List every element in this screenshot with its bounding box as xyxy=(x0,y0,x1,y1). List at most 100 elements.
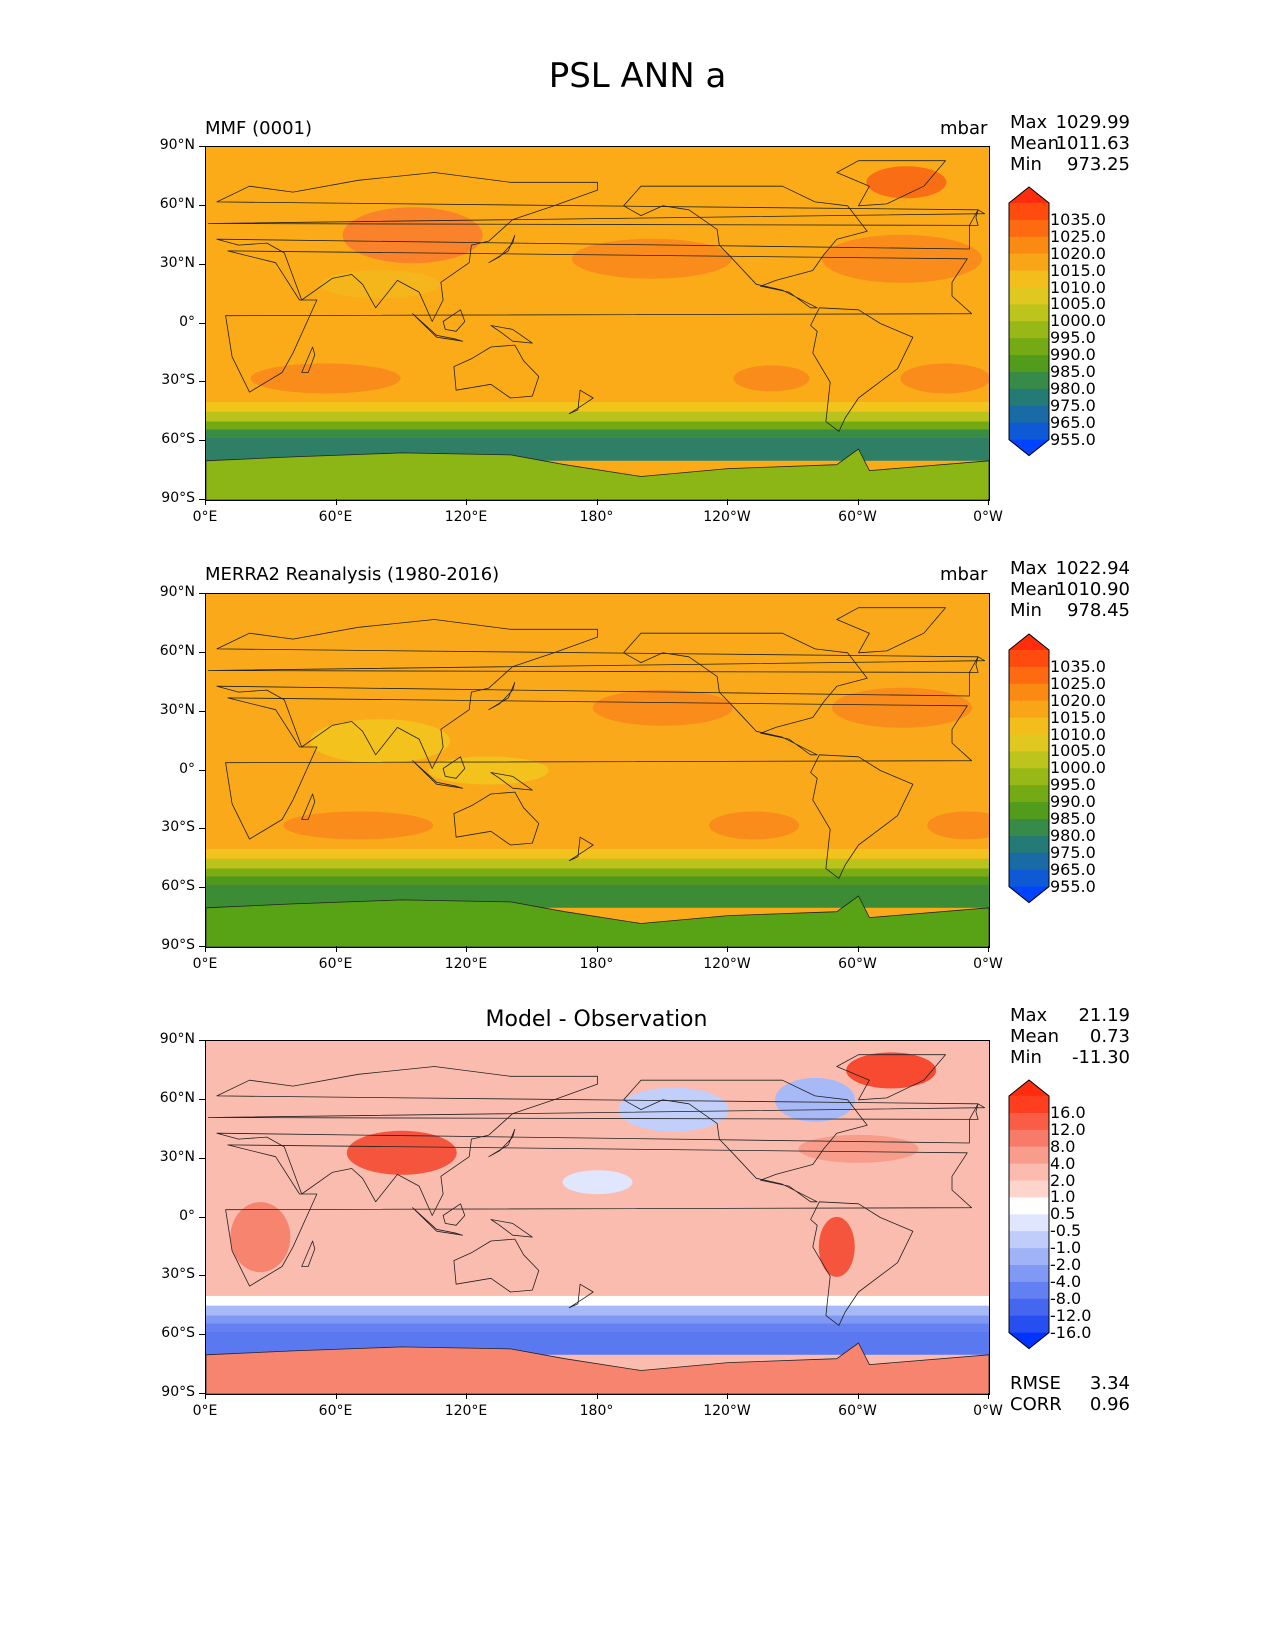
colorbar-swatch xyxy=(1009,1231,1049,1249)
colorbar-swatch xyxy=(1009,253,1049,272)
coastline-antarctica xyxy=(206,1342,989,1394)
stat-min-label: Min xyxy=(1010,1047,1042,1068)
x-tick-mark xyxy=(205,946,206,952)
colorbar-label: 2.0 xyxy=(1050,1170,1076,1190)
anom-tibet xyxy=(346,1130,457,1175)
x-tick-label: 0°W xyxy=(973,956,1003,972)
stat-min-value: 978.45 xyxy=(1067,600,1130,621)
colorbar-label: 1005.0 xyxy=(1050,741,1106,761)
coastline-namerica xyxy=(623,1079,868,1203)
colorbar-label: 990.0 xyxy=(1050,792,1096,812)
y-tick-label: 90°S xyxy=(161,1384,195,1400)
y-tick-label: 90°N xyxy=(159,137,195,153)
band-50s xyxy=(206,421,989,430)
anom-andes xyxy=(818,1216,855,1277)
x-tick-label: 120°E xyxy=(444,1403,488,1419)
coastline-australia xyxy=(453,1238,540,1293)
colorbar-swatch xyxy=(1009,768,1049,786)
x-tick-mark xyxy=(466,499,467,505)
coastline-uk xyxy=(207,1103,985,1120)
x-tick-label: 60°E xyxy=(318,1403,353,1419)
x-tick-mark xyxy=(205,1393,206,1399)
coastline-newzealand xyxy=(568,1283,594,1309)
units-label: mbar xyxy=(940,118,988,139)
colorbar-swatch xyxy=(1009,700,1049,719)
stat-mean-value: 1011.63 xyxy=(1055,133,1130,154)
x-tick-mark xyxy=(988,1393,989,1399)
contour-map xyxy=(205,1040,990,1395)
colorbar-extend-max xyxy=(1009,187,1049,203)
y-tick-mark xyxy=(199,263,205,265)
map-field xyxy=(206,147,989,500)
coastline-newguinea xyxy=(490,772,533,791)
coastline-uk xyxy=(207,209,985,226)
stat-min-value: -11.30 xyxy=(1071,1047,1130,1068)
colorbar-label: 955.0 xyxy=(1050,876,1096,896)
stat-mean-label: Mean xyxy=(1010,579,1060,600)
colorbar-label: 990.0 xyxy=(1050,345,1096,365)
coastline-borneo xyxy=(442,756,466,779)
x-tick-mark xyxy=(596,1393,598,1399)
colorbar-label: 985.0 xyxy=(1050,362,1096,381)
map-field xyxy=(206,1041,989,1394)
x-tick-label: 60°E xyxy=(318,956,353,972)
y-tick-label: 0° xyxy=(179,760,195,777)
colorbar: 16.0 12.0 8.0 4.0 2.0 1.0 0.5 -0.5 -1.0 -2.0 -4.0-… xyxy=(1008,1079,1091,1354)
colorbar-label: 1020.0 xyxy=(1050,243,1106,263)
colorbar-swatch xyxy=(1009,1112,1049,1131)
colorbar-swatches xyxy=(1008,1079,1050,1350)
colorbar-swatch xyxy=(1009,388,1049,407)
anom-hudson xyxy=(775,1077,855,1122)
band-54s xyxy=(206,1323,989,1332)
colorbar-swatch xyxy=(1009,355,1049,373)
colorbar-outline xyxy=(1008,186,1050,457)
colorbar-swatch xyxy=(1009,1180,1049,1198)
colorbar-extend-max xyxy=(1009,634,1049,650)
colorbar-swatch xyxy=(1009,287,1049,305)
colorbar-swatches xyxy=(1008,633,1050,904)
anom-greenland xyxy=(846,1052,937,1089)
colorbar-swatch xyxy=(1009,422,1049,441)
y-tick-mark xyxy=(199,710,205,712)
anom-africa xyxy=(230,1202,291,1273)
coastline-madagascar xyxy=(301,793,316,820)
colorbar-label: -0.5 xyxy=(1050,1221,1082,1241)
colorbar-swatch xyxy=(1009,666,1049,685)
y-tick-label: 0° xyxy=(179,313,195,330)
colorbar-swatch xyxy=(1009,405,1049,424)
high-natl xyxy=(822,234,982,283)
band-40s xyxy=(206,848,989,859)
y-tick-label: 90°S xyxy=(161,490,195,506)
band-45s xyxy=(206,411,989,422)
colorbar-extend-min xyxy=(1009,439,1049,456)
stat-mean-label: Mean xyxy=(1010,1026,1060,1047)
coastline-africa xyxy=(225,250,972,393)
y-tick-mark xyxy=(199,651,205,653)
high-sio xyxy=(250,363,401,394)
coastline-indonesia xyxy=(412,1207,464,1236)
coastline-eurasia xyxy=(216,1066,979,1216)
x-tick-label: 180° xyxy=(579,509,614,525)
high-npac xyxy=(571,238,732,279)
units-label: mbar xyxy=(940,564,988,585)
stat-max-value: 1029.99 xyxy=(1055,112,1130,133)
coastline-borneo xyxy=(442,1203,466,1226)
rmse-value: 3.34 xyxy=(1089,1373,1130,1394)
y-tick-mark xyxy=(199,1334,205,1336)
panel-title: Model - Observation xyxy=(485,1007,708,1032)
colorbar-label: -8.0 xyxy=(1050,1288,1082,1308)
colorbar-extend-min xyxy=(1009,1332,1049,1349)
colorbar-swatch xyxy=(1009,321,1049,339)
y-tick-mark xyxy=(199,146,205,147)
band-50s xyxy=(206,1315,989,1324)
coastline-borneo xyxy=(442,309,466,332)
stat-min-label: Min xyxy=(1010,600,1042,621)
colorbar-label: -1.0 xyxy=(1050,1238,1082,1258)
coastline-samerica xyxy=(810,307,914,432)
x-tick-label: 120°E xyxy=(444,956,488,972)
colorbar-label: 12.0 xyxy=(1050,1119,1086,1139)
colorbar-label: 1015.0 xyxy=(1050,707,1106,727)
y-tick-mark xyxy=(199,1157,205,1159)
y-tick-label: 30°N xyxy=(159,701,195,718)
colorbar-swatch xyxy=(1009,785,1049,803)
